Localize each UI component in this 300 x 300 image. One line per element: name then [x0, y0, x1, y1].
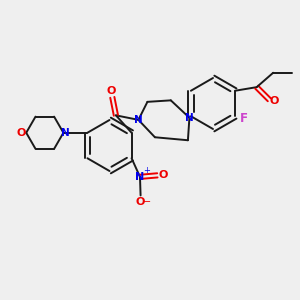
- Text: O: O: [106, 86, 116, 96]
- Text: O: O: [136, 197, 145, 207]
- Text: O: O: [16, 128, 26, 138]
- Text: F: F: [239, 112, 247, 125]
- Text: N: N: [61, 128, 69, 138]
- Text: N: N: [134, 115, 143, 125]
- Text: +: +: [143, 166, 150, 175]
- Text: O: O: [159, 170, 168, 180]
- Text: O: O: [270, 96, 279, 106]
- Text: N: N: [185, 113, 194, 123]
- Text: −: −: [143, 197, 151, 207]
- Text: N: N: [135, 172, 145, 182]
